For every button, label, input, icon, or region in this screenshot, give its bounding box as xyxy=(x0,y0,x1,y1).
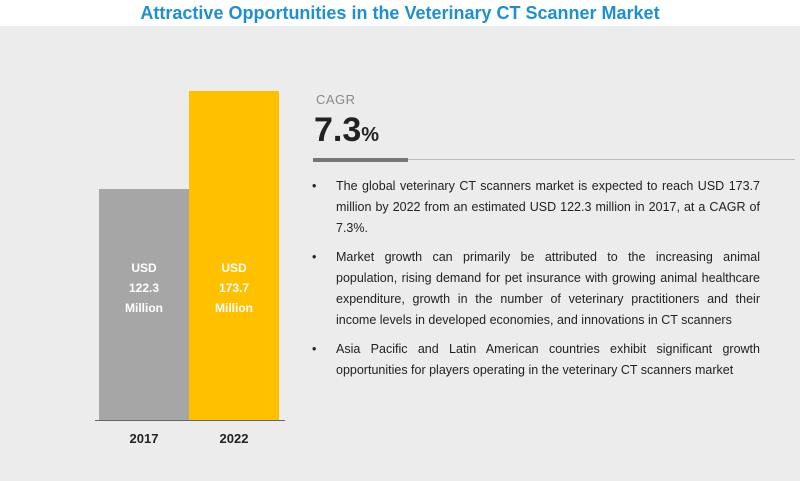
chart-title: Attractive Opportunities in the Veterina… xyxy=(140,3,660,23)
highlight-text: Market growth can primarily be attribute… xyxy=(336,250,760,327)
x-tick-label: 2017 xyxy=(129,431,159,446)
highlight-text: Asia Pacific and Latin American countrie… xyxy=(336,342,760,377)
x-tick-label: 2022 xyxy=(219,431,249,446)
cagr-value: 7.3% xyxy=(314,108,379,157)
highlight-text: The global veterinary CT scanners market… xyxy=(336,179,760,235)
highlight-item: • Asia Pacific and Latin American countri… xyxy=(312,339,760,381)
bullet-marker: • xyxy=(312,250,317,264)
highlights-list: • The global veterinary CT scanners marke… xyxy=(312,176,760,389)
highlight-item: • The global veterinary CT scanners marke… xyxy=(312,176,760,239)
cagr-number: 7.3 xyxy=(314,111,362,149)
bar-2022 xyxy=(189,91,279,420)
bar-value-label: USD 173.7 Million xyxy=(215,261,253,315)
bar-value-label: USD 122.3 Million xyxy=(125,261,163,315)
cagr-label: CAGR xyxy=(316,92,356,107)
x-axis-line xyxy=(95,420,285,421)
bar-2017 xyxy=(99,189,189,420)
highlight-item: • Market growth can primarily be attribut… xyxy=(312,247,760,331)
bullet-marker: • xyxy=(312,342,317,356)
bullet-marker: • xyxy=(312,179,317,193)
cagr-underline xyxy=(313,158,408,162)
cagr-divider xyxy=(313,159,795,160)
cagr-unit: % xyxy=(361,124,380,146)
